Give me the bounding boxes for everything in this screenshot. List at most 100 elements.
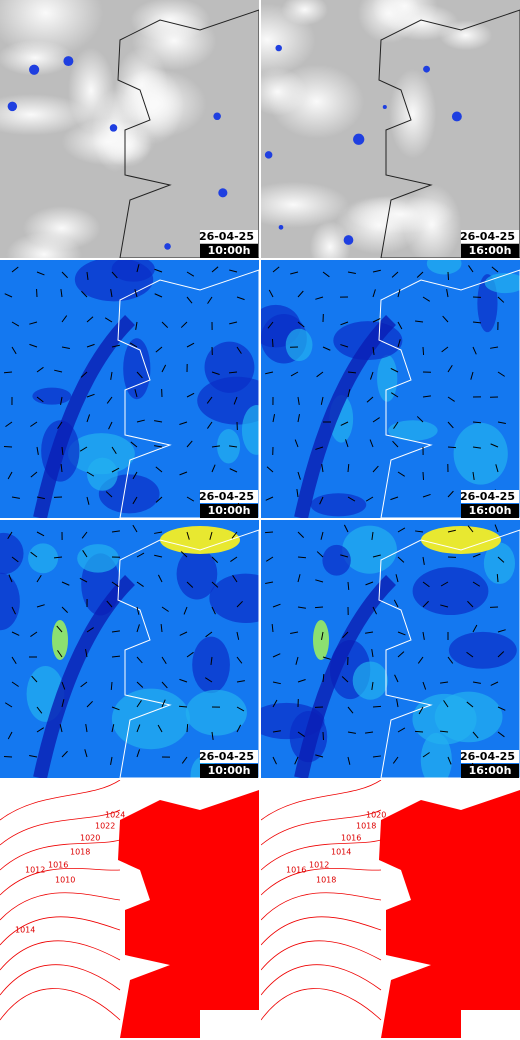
precip: [29, 64, 40, 75]
wind-arrow: [36, 531, 45, 537]
wind-arrow: [7, 531, 13, 540]
wind-arrow: [161, 656, 167, 665]
wind-arrow: [422, 493, 431, 498]
wind-arrow: [60, 396, 63, 405]
wind-arrow: [470, 371, 474, 380]
wind-arrow: [497, 651, 505, 658]
date-label: 26-04-25: [460, 230, 515, 243]
precip: [275, 44, 282, 52]
date-label: 26-04-25: [460, 490, 515, 503]
wind-arrow: [111, 530, 120, 533]
precip: [278, 224, 284, 230]
wind-arrow: [297, 606, 306, 609]
wind-arrow: [491, 266, 499, 273]
date-label: 26-04-25: [199, 750, 254, 763]
wind-arrow: [294, 756, 299, 765]
precip: [164, 243, 171, 250]
wind-arrow: [472, 346, 477, 355]
wind-arrow: [297, 396, 300, 405]
wind-arrow: [230, 556, 238, 562]
wind-arrow: [390, 392, 399, 398]
wind-arrow: [443, 700, 449, 708]
wind-arrow: [11, 606, 17, 615]
wind-arrow: [11, 556, 19, 563]
coast: [117, 9, 259, 258]
wind-patch: [352, 661, 388, 700]
wind-arrow: [61, 446, 64, 456]
wind-arrow: [135, 321, 138, 330]
wind-arrow: [347, 731, 356, 734]
wind-arrow: [272, 730, 281, 733]
wind-arrow: [392, 756, 399, 764]
wind-patch: [67, 433, 135, 475]
wind-arrow: [157, 724, 163, 733]
wind-arrow: [319, 496, 324, 505]
wind-arrow: [297, 531, 305, 538]
cloud: [0, 93, 90, 136]
wind-arrow: [4, 293, 13, 298]
wind-arrow: [111, 655, 121, 658]
wind-arrow: [232, 575, 238, 583]
wind-patch: [412, 567, 489, 616]
wind-arrow: [161, 681, 168, 689]
wind-arrow: [397, 631, 406, 636]
isobar: [0, 940, 121, 971]
wind-arrow: [468, 265, 474, 273]
wind-arrow: [447, 656, 454, 664]
isobar-label: 1012: [25, 866, 45, 875]
coast: [378, 269, 520, 518]
wind-arrow: [86, 627, 94, 633]
wind-arrow: [134, 389, 138, 398]
isobar: [261, 868, 382, 896]
wind-arrow: [11, 321, 20, 327]
time-bg: [461, 244, 519, 258]
wind-arrow: [447, 396, 455, 402]
wind-arrow: [297, 471, 301, 480]
wind-patch: [77, 544, 119, 573]
wind-arrow: [229, 445, 238, 448]
wind-arrow: [297, 414, 300, 423]
wind-arrow: [295, 656, 299, 665]
wind-arrow: [397, 727, 406, 733]
wind-arrow: [466, 701, 474, 708]
coast: [117, 269, 259, 518]
wind-arrow: [397, 471, 405, 477]
time-bg: [461, 504, 519, 518]
wind-arrow: [490, 443, 499, 448]
wind-arrow: [132, 471, 138, 480]
cloud: [389, 69, 437, 159]
wind-arrow: [186, 496, 195, 502]
wind-arrow: [211, 731, 214, 740]
wind-patch: [197, 376, 259, 425]
wind-arrow: [343, 524, 349, 533]
wind-arrow: [271, 338, 274, 348]
wind-arrow: [472, 471, 475, 480]
wind-arrow: [129, 342, 138, 348]
wind-arrow: [205, 631, 213, 638]
wind-arrow: [322, 656, 331, 660]
wind-arrow: [108, 421, 113, 430]
cloud: [22, 206, 101, 251]
wind-patch: [342, 525, 397, 574]
wind-arrow: [61, 750, 68, 758]
wind-arrow: [294, 439, 299, 448]
wind-arrow: [369, 371, 374, 380]
wind-patch: [426, 260, 462, 275]
wind-arrow: [211, 266, 219, 273]
wind-arrow: [132, 496, 138, 505]
wind-arrow: [211, 445, 220, 448]
wind-arrow: [211, 606, 216, 615]
wind-arrow: [395, 574, 399, 583]
wind-arrow: [233, 396, 238, 405]
wind-arrow: [365, 731, 374, 734]
wind-arrow: [180, 551, 188, 558]
wind-arrow: [181, 756, 188, 764]
jet: [33, 315, 135, 518]
wind-arrow: [442, 315, 449, 323]
wind-arrow: [229, 269, 238, 273]
wind-arrow: [272, 414, 276, 423]
wind-arrow: [36, 271, 45, 276]
wind-arrow: [79, 446, 88, 452]
